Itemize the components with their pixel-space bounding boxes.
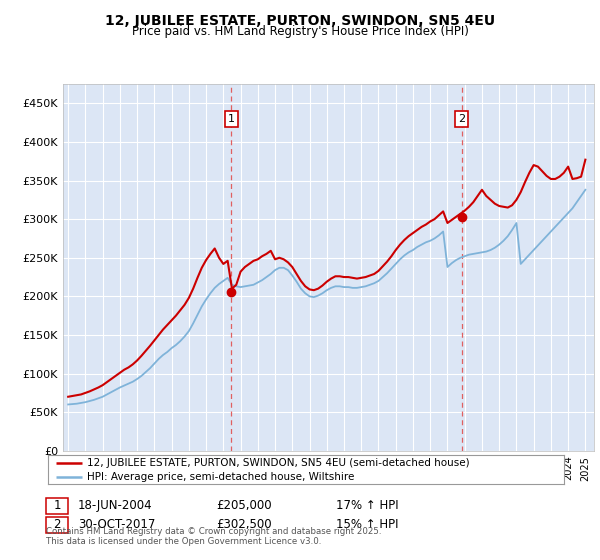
Text: 15% ↑ HPI: 15% ↑ HPI xyxy=(336,518,398,531)
Text: HPI: Average price, semi-detached house, Wiltshire: HPI: Average price, semi-detached house,… xyxy=(86,472,354,482)
Text: 30-OCT-2017: 30-OCT-2017 xyxy=(78,518,155,531)
Text: 1: 1 xyxy=(53,499,61,512)
Text: 1: 1 xyxy=(228,114,235,124)
Text: Price paid vs. HM Land Registry's House Price Index (HPI): Price paid vs. HM Land Registry's House … xyxy=(131,25,469,38)
Text: 17% ↑ HPI: 17% ↑ HPI xyxy=(336,499,398,512)
Text: £205,000: £205,000 xyxy=(216,499,272,512)
Text: 12, JUBILEE ESTATE, PURTON, SWINDON, SN5 4EU: 12, JUBILEE ESTATE, PURTON, SWINDON, SN5… xyxy=(105,14,495,28)
Text: 2: 2 xyxy=(53,518,61,531)
Text: 18-JUN-2004: 18-JUN-2004 xyxy=(78,499,152,512)
Text: Contains HM Land Registry data © Crown copyright and database right 2025.
This d: Contains HM Land Registry data © Crown c… xyxy=(46,526,381,546)
Text: 2: 2 xyxy=(458,114,466,124)
Text: £302,500: £302,500 xyxy=(216,518,272,531)
Text: 12, JUBILEE ESTATE, PURTON, SWINDON, SN5 4EU (semi-detached house): 12, JUBILEE ESTATE, PURTON, SWINDON, SN5… xyxy=(86,458,469,468)
